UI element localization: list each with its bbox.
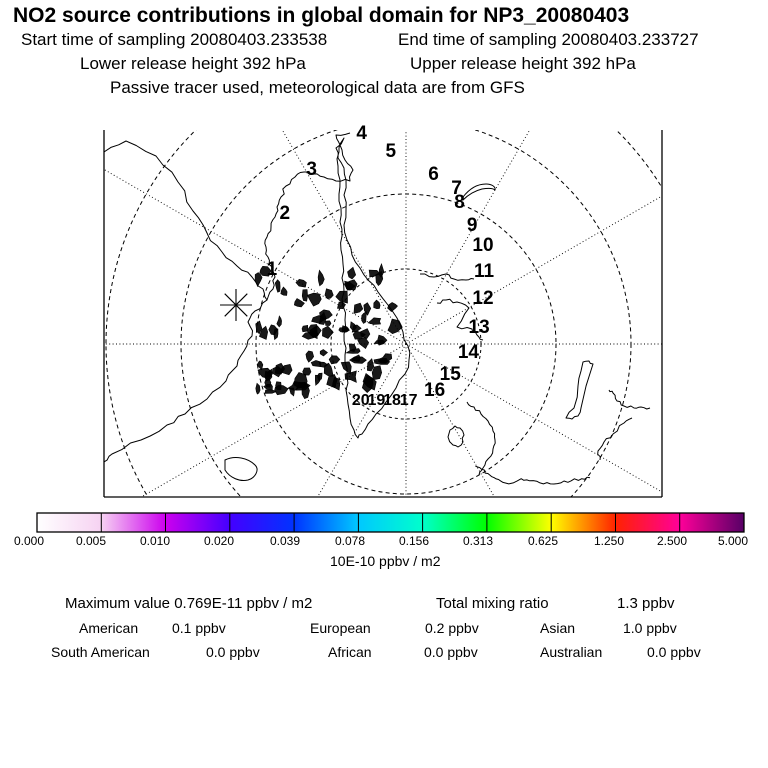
svg-text:5: 5 xyxy=(386,141,397,162)
svg-text:1: 1 xyxy=(267,259,278,280)
svg-text:18: 18 xyxy=(383,392,401,409)
svg-text:14: 14 xyxy=(458,342,480,363)
svg-text:4: 4 xyxy=(356,123,367,144)
svg-text:11: 11 xyxy=(474,261,495,282)
svg-text:16: 16 xyxy=(424,380,445,401)
svg-text:9: 9 xyxy=(467,215,478,236)
svg-text:19: 19 xyxy=(368,392,386,409)
svg-text:17: 17 xyxy=(400,392,418,409)
svg-text:13: 13 xyxy=(469,317,490,338)
svg-text:6: 6 xyxy=(428,164,439,185)
svg-text:12: 12 xyxy=(472,288,493,309)
svg-text:20: 20 xyxy=(352,392,370,409)
svg-text:2: 2 xyxy=(280,203,291,224)
svg-text:10: 10 xyxy=(472,235,493,256)
svg-text:8: 8 xyxy=(454,192,465,213)
svg-text:3: 3 xyxy=(306,159,317,180)
